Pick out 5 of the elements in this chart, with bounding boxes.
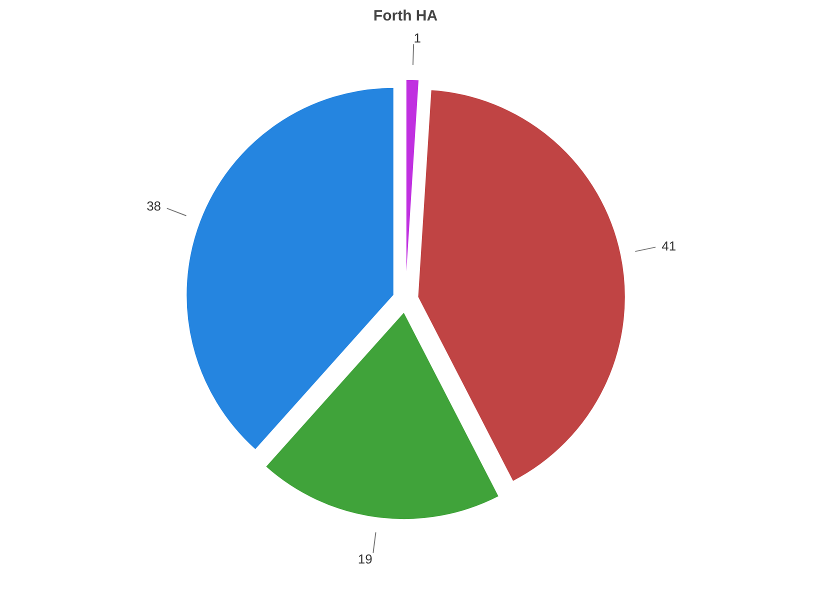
- data-label: 38: [146, 198, 162, 214]
- data-label: 1: [414, 30, 422, 46]
- chart-title: Forth HA: [373, 8, 438, 24]
- data-label: 19: [358, 552, 372, 567]
- data-label: 41: [662, 238, 676, 254]
